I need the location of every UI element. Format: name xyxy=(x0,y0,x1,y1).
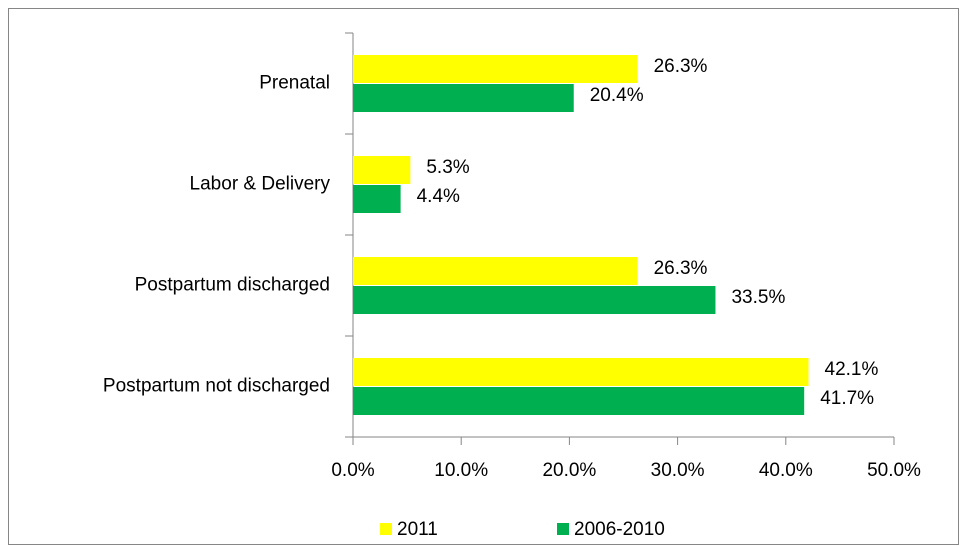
legend-label: 2011 xyxy=(397,519,438,540)
value-label: 26.3% xyxy=(654,56,708,77)
value-label: 26.3% xyxy=(654,258,708,279)
bar xyxy=(353,156,411,184)
legend-swatch xyxy=(557,523,569,535)
bar xyxy=(353,257,638,285)
category-label: Prenatal xyxy=(259,73,330,94)
bar xyxy=(353,286,716,314)
x-tick-label: 50.0% xyxy=(867,460,921,481)
value-label: 42.1% xyxy=(825,359,879,380)
value-label: 5.3% xyxy=(426,157,469,178)
bar xyxy=(353,387,805,415)
value-label: 41.7% xyxy=(820,388,874,409)
category-label: Labor & Delivery xyxy=(190,174,331,195)
x-tick-label: 0.0% xyxy=(331,460,374,481)
bar xyxy=(353,84,574,112)
legend-swatch xyxy=(380,523,392,535)
bar xyxy=(353,185,401,213)
x-tick-label: 40.0% xyxy=(759,460,813,481)
legend-label: 2006-2010 xyxy=(574,519,665,540)
x-tick-label: 20.0% xyxy=(542,460,596,481)
value-label: 4.4% xyxy=(417,186,460,207)
value-label: 33.5% xyxy=(731,287,785,308)
x-tick-label: 30.0% xyxy=(651,460,705,481)
bar xyxy=(353,358,809,386)
category-label: Postpartum not discharged xyxy=(103,376,330,397)
x-tick-label: 10.0% xyxy=(434,460,488,481)
category-label: Postpartum discharged xyxy=(135,275,330,296)
bar xyxy=(353,55,638,83)
value-label: 20.4% xyxy=(590,85,644,106)
